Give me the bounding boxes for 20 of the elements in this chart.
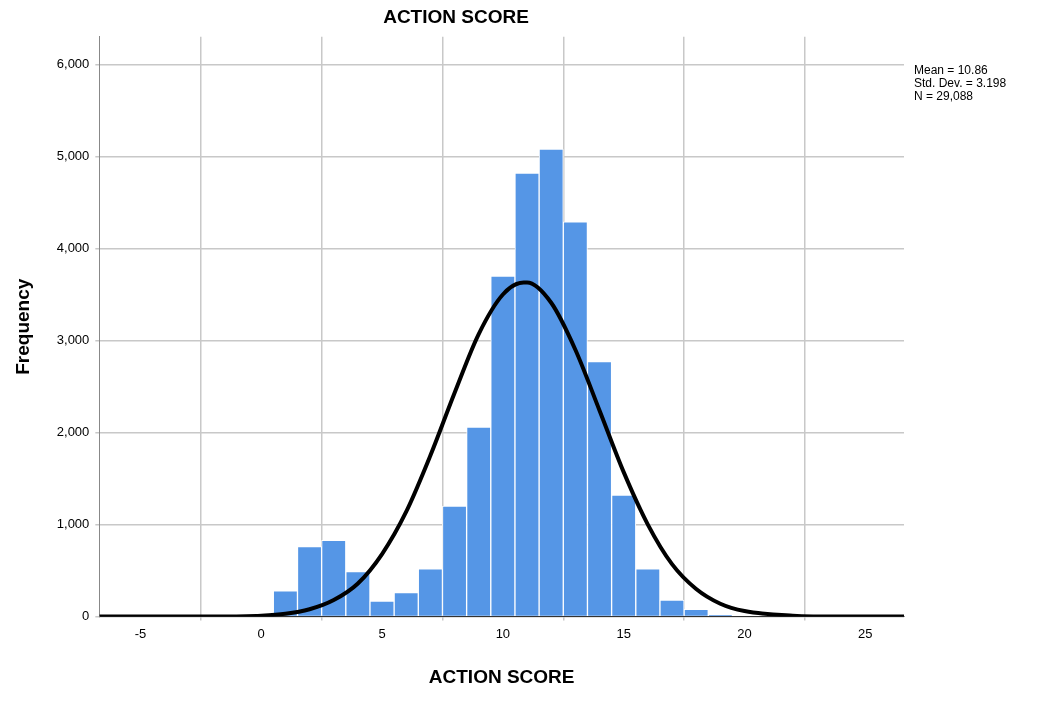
x-tick-label: 10 bbox=[495, 625, 511, 641]
y-tick-label: 0 bbox=[82, 608, 90, 624]
y-tick-label: 3,000 bbox=[56, 332, 90, 348]
text: Mean = 10.86 bbox=[914, 63, 989, 78]
chart-title: ACTION SCORE bbox=[383, 5, 529, 27]
y-tick-label: 5,000 bbox=[56, 148, 90, 164]
x-tick-label: -5 bbox=[134, 625, 147, 641]
y-tick-label: 6,000 bbox=[56, 55, 90, 71]
x-tick-label: 5 bbox=[378, 625, 386, 641]
y-tick-label: 2,000 bbox=[56, 424, 90, 440]
y-tick-label: 1,000 bbox=[56, 516, 90, 532]
y-axis-title: Frequency bbox=[11, 278, 33, 375]
text: N = 29,088 bbox=[914, 89, 974, 104]
y-tick-label: 4,000 bbox=[56, 240, 90, 256]
x-axis-title: ACTION SCORE bbox=[428, 665, 575, 687]
text: Std. Dev. = 3.198 bbox=[914, 76, 1007, 91]
x-tick-label: 25 bbox=[858, 625, 873, 641]
x-tick-label: 0 bbox=[257, 625, 265, 641]
x-tick-label: 15 bbox=[616, 625, 631, 641]
x-tick-label: 20 bbox=[737, 625, 752, 641]
